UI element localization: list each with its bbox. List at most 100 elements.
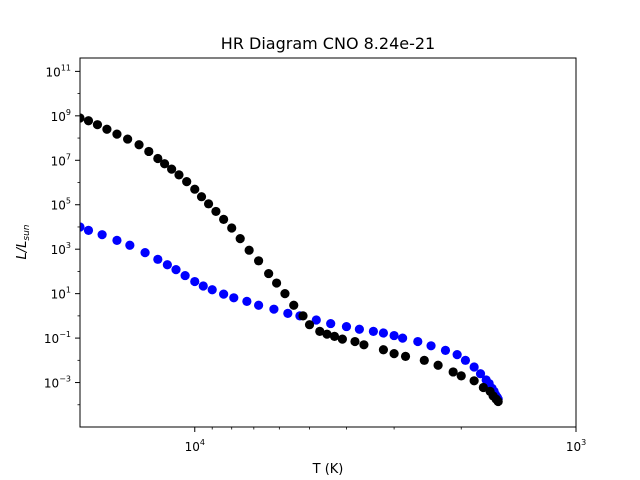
series-1: [80, 222, 503, 404]
y-axis-label-sub: sun: [22, 224, 32, 240]
series-2-point-39: [433, 360, 443, 370]
series-2-point-37: [400, 351, 411, 362]
chart-title: HR Diagram CNO 8.24e-21: [221, 34, 435, 53]
series-2-point-9: [153, 153, 163, 164]
series-1-point-1: [80, 222, 85, 232]
x-axis-label: T (K): [312, 462, 344, 477]
series-2-point-43: [478, 382, 488, 393]
series-2-point-22: [254, 256, 264, 266]
series-1-point-16: [242, 296, 252, 306]
series-2-point-36: [389, 349, 399, 359]
series-1-point-35: [475, 369, 486, 379]
series-2-point-10: [159, 159, 170, 169]
series-1-point-23: [341, 321, 352, 332]
series-2-point-33: [350, 336, 360, 347]
series-1-point-18: [269, 304, 279, 314]
series-2-point-11: [167, 164, 177, 174]
series-1-point-8: [162, 260, 172, 270]
series-1-point-7: [153, 254, 163, 264]
series-1-point-11: [190, 276, 200, 287]
series-1-point-4: [112, 235, 122, 245]
series-2-point-30: [322, 329, 332, 339]
series-2-point-34: [359, 340, 369, 350]
series-1-point-21: [311, 315, 321, 325]
series-1-point-13: [207, 285, 217, 295]
series-1-point-34: [469, 362, 479, 372]
series-2-point-26: [289, 300, 299, 310]
series-1-point-19: [283, 308, 293, 318]
series-1-point-32: [452, 350, 462, 360]
series-2-point-18: [219, 214, 229, 224]
series-layer: [80, 113, 503, 407]
series-2-point-38: [419, 355, 429, 365]
series-2-point-41: [456, 371, 466, 381]
y-axis-label: L/Lsun: [15, 224, 32, 259]
series-2-point-8: [144, 146, 154, 157]
series-1-point-12: [198, 281, 208, 291]
y-tick-label-4: 103: [51, 241, 71, 257]
series-2-point-12: [174, 170, 184, 180]
series-2-point-13: [182, 176, 192, 187]
series-1-point-15: [229, 293, 239, 303]
series-2-point-19: [227, 223, 237, 233]
series-1-point-29: [413, 336, 423, 347]
series-2-point-31: [329, 331, 340, 341]
series-1-point-26: [378, 328, 389, 338]
series-1-point-2: [83, 225, 94, 236]
series-2-point-7: [134, 140, 144, 150]
y-tick-label-3: 101: [51, 286, 71, 302]
series-2-point-24: [272, 278, 282, 288]
y-tick-label-7: 109: [51, 108, 71, 124]
series-1-point-14: [219, 289, 229, 299]
series-2-point-40: [448, 367, 458, 377]
series-1-point-10: [180, 270, 190, 281]
series-2-point-5: [112, 129, 122, 139]
y-tick-label-5: 105: [51, 197, 71, 213]
series-2-point-2: [83, 116, 94, 126]
x-tick-label-2: 103: [566, 438, 586, 454]
svg-text:L/Lsun: L/Lsun: [15, 224, 32, 259]
series-2-point-3: [92, 120, 103, 130]
series-1-point-17: [254, 300, 264, 310]
series-1-point-22: [326, 318, 336, 329]
series-2-point-32: [337, 334, 347, 344]
series-1-point-9: [171, 265, 181, 275]
series-1-point-33: [460, 355, 471, 365]
series-1-point-3: [97, 230, 107, 240]
series-1-point-27: [389, 330, 399, 341]
series-2-point-47: [493, 396, 503, 407]
series-2-point-28: [304, 320, 315, 330]
y-axis-label-main: L/L: [15, 241, 30, 260]
series-1-point-5: [125, 240, 135, 250]
series-1-point-28: [398, 333, 408, 343]
series-2-point-27: [298, 311, 308, 321]
series-1-point-30: [426, 341, 436, 351]
series-2-point-6: [123, 134, 133, 144]
series-1-point-24: [354, 324, 364, 334]
series-2: [80, 113, 503, 407]
series-2-point-4: [102, 124, 112, 134]
series-2-point-15: [196, 192, 207, 202]
series-1-point-6: [140, 248, 150, 258]
series-2-point-20: [235, 233, 245, 244]
series-2-point-16: [203, 199, 214, 209]
series-1-point-31: [440, 345, 451, 355]
y-tick-label-6: 107: [51, 152, 71, 168]
series-1-point-25: [368, 326, 378, 336]
series-2-point-23: [264, 268, 274, 279]
series-2-point-14: [190, 184, 200, 194]
y-tick-label-8: 1011: [46, 63, 71, 79]
x-tick-label-1: 104: [185, 438, 205, 454]
series-2-point-29: [315, 326, 325, 336]
axes-layer: 104 103 10−3 10−1 101 103 105 107 109 1011: [44, 57, 586, 454]
series-2-point-35: [378, 345, 389, 355]
y-tick-label-1: 10−3: [44, 375, 71, 391]
series-2-point-17: [211, 206, 221, 217]
axes-frame: [79, 57, 577, 428]
series-2-point-21: [244, 245, 254, 255]
series-2-point-25: [280, 289, 290, 299]
series-2-point-1: [80, 113, 85, 123]
y-tick-label-2: 10−1: [44, 330, 71, 346]
series-2-point-42: [469, 376, 479, 386]
